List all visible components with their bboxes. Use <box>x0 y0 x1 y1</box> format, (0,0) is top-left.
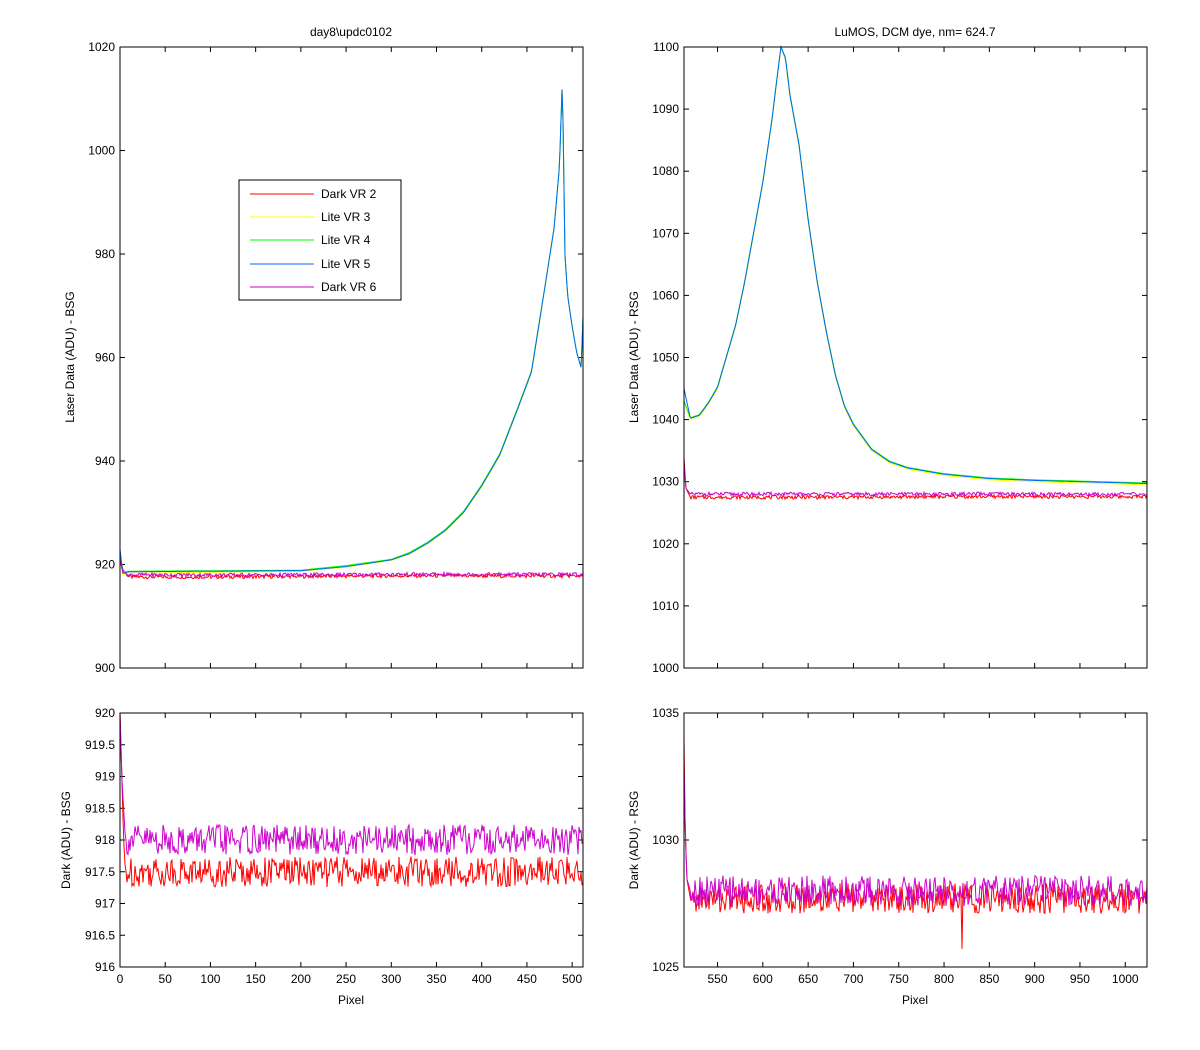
series-line <box>119 712 584 856</box>
x-tick-label: 0 <box>117 972 124 986</box>
chart-title: LuMOS, DCM dye, nm= 624.7 <box>834 25 995 39</box>
plot-series <box>683 45 1148 501</box>
y-tick-label: 940 <box>95 454 115 468</box>
x-axis-label: Pixel <box>338 993 364 1007</box>
legend-label: Dark VR 6 <box>321 280 377 294</box>
chart-rsg-laser: LuMOS, DCM dye, nm= 624.7 Laser Data (AD… <box>627 25 1148 675</box>
x-tick-label: 400 <box>472 972 492 986</box>
chart-rsg-dark: Dark (ADU) - RSG Pixel 1025 1030 1035 550 60… <box>627 706 1148 1007</box>
y-tick-label: 1070 <box>652 226 679 240</box>
series-line <box>683 463 1148 498</box>
x-tick-label: 200 <box>291 972 311 986</box>
x-tick-label: 850 <box>979 972 999 986</box>
y-tick-label: 918 <box>95 833 115 847</box>
y-tick-label: 916.5 <box>85 928 115 942</box>
y-tick-label: 1000 <box>88 144 115 158</box>
series-line <box>119 712 583 888</box>
series-line <box>119 559 584 579</box>
series-line <box>683 45 1148 485</box>
x-tick-label: 600 <box>753 972 773 986</box>
y-tick-label: 919.5 <box>85 738 115 752</box>
plot-frame <box>119 712 584 968</box>
series-line <box>119 89 584 574</box>
x-tick-label: 350 <box>426 972 446 986</box>
x-tick-label: 500 <box>562 972 582 986</box>
x-tick-label: 250 <box>336 972 356 986</box>
legend-label: Lite VR 3 <box>321 210 371 224</box>
y-axis-label: Dark (ADU) - RSG <box>627 791 641 890</box>
plot-frame <box>683 46 1148 669</box>
y-tick-label: 1030 <box>652 833 679 847</box>
x-tick-label: 150 <box>246 972 266 986</box>
x-tick-label: 300 <box>381 972 401 986</box>
y-tick-label: 1025 <box>652 960 679 974</box>
chart-bsg-dark: Dark (ADU) - BSG Pixel 916 916.5 917 917.5 9… <box>59 706 584 1007</box>
series-line <box>683 456 1148 501</box>
y-tick-label: 1100 <box>653 40 679 54</box>
x-tick-label: 1000 <box>1112 972 1139 986</box>
ticks: 1025 1030 1035 550 600 650 700 750 800 850 900 950 1… <box>652 706 1147 986</box>
y-tick-label: 918.5 <box>85 801 115 815</box>
y-tick-label: 980 <box>95 247 115 261</box>
x-tick-label: 100 <box>200 972 220 986</box>
x-tick-label: 450 <box>517 972 537 986</box>
y-tick-label: 919 <box>95 770 115 784</box>
series-line <box>683 738 1148 949</box>
x-tick-label: 900 <box>1025 972 1045 986</box>
x-tick-label: 750 <box>889 972 909 986</box>
series-line <box>119 89 584 576</box>
series-line <box>683 46 1147 486</box>
x-tick-label: 650 <box>798 972 818 986</box>
legend-label: Lite VR 4 <box>321 233 371 247</box>
legend-label: Dark VR 2 <box>321 187 377 201</box>
y-tick-label: 916 <box>95 960 115 974</box>
plot-series <box>683 738 1148 949</box>
y-tick-label: 1020 <box>88 40 115 54</box>
x-tick-label: 50 <box>159 972 173 986</box>
y-tick-label: 1030 <box>652 475 679 489</box>
y-tick-label: 920 <box>95 558 115 572</box>
y-tick-label: 1020 <box>652 537 679 551</box>
y-tick-label: 1050 <box>652 351 679 365</box>
ticks: 900 920 940 960 980 1000 1020 <box>88 40 583 675</box>
y-axis-label: Laser Data (ADU) - RSG <box>627 291 641 423</box>
chart-bsg-laser: day8\updc0102 Laser Data (ADU) - BSG 900… <box>63 25 584 675</box>
y-tick-label: 917 <box>95 897 115 911</box>
y-tick-label: 1000 <box>652 661 679 675</box>
legend: Dark VR 2 Lite VR 3 Lite VR 4 Lite VR 5 … <box>238 179 402 301</box>
y-tick-label: 1080 <box>652 164 679 178</box>
y-tick-label: 917.5 <box>85 865 115 879</box>
x-axis-label: Pixel <box>902 993 928 1007</box>
y-tick-label: 960 <box>95 351 115 365</box>
y-tick-label: 1040 <box>652 413 679 427</box>
plot-frame <box>683 712 1148 968</box>
x-tick-label: 700 <box>843 972 863 986</box>
plot-series <box>119 89 584 580</box>
y-axis-label: Dark (ADU) - BSG <box>59 791 73 889</box>
plot-frame <box>119 46 584 669</box>
plot-series <box>119 712 584 888</box>
y-tick-label: 1060 <box>652 288 679 302</box>
y-tick-label: 1010 <box>652 599 679 613</box>
chart-title: day8\updc0102 <box>310 25 392 39</box>
ticks: 1000 1010 1020 1030 1040 1050 1060 1070 1080 1090… <box>652 40 1147 675</box>
x-tick-label: 950 <box>1070 972 1090 986</box>
x-tick-label: 550 <box>708 972 728 986</box>
legend-label: Lite VR 5 <box>321 257 371 271</box>
x-tick-label: 800 <box>934 972 954 986</box>
series-line <box>119 89 584 573</box>
y-tick-label: 920 <box>95 706 115 720</box>
y-tick-label: 1090 <box>652 102 679 116</box>
y-tick-label: 1035 <box>652 706 679 720</box>
y-axis-label: Laser Data (ADU) - BSG <box>63 291 77 422</box>
series-line <box>683 45 1147 484</box>
y-tick-label: 900 <box>95 661 115 675</box>
series-line <box>683 763 1148 908</box>
